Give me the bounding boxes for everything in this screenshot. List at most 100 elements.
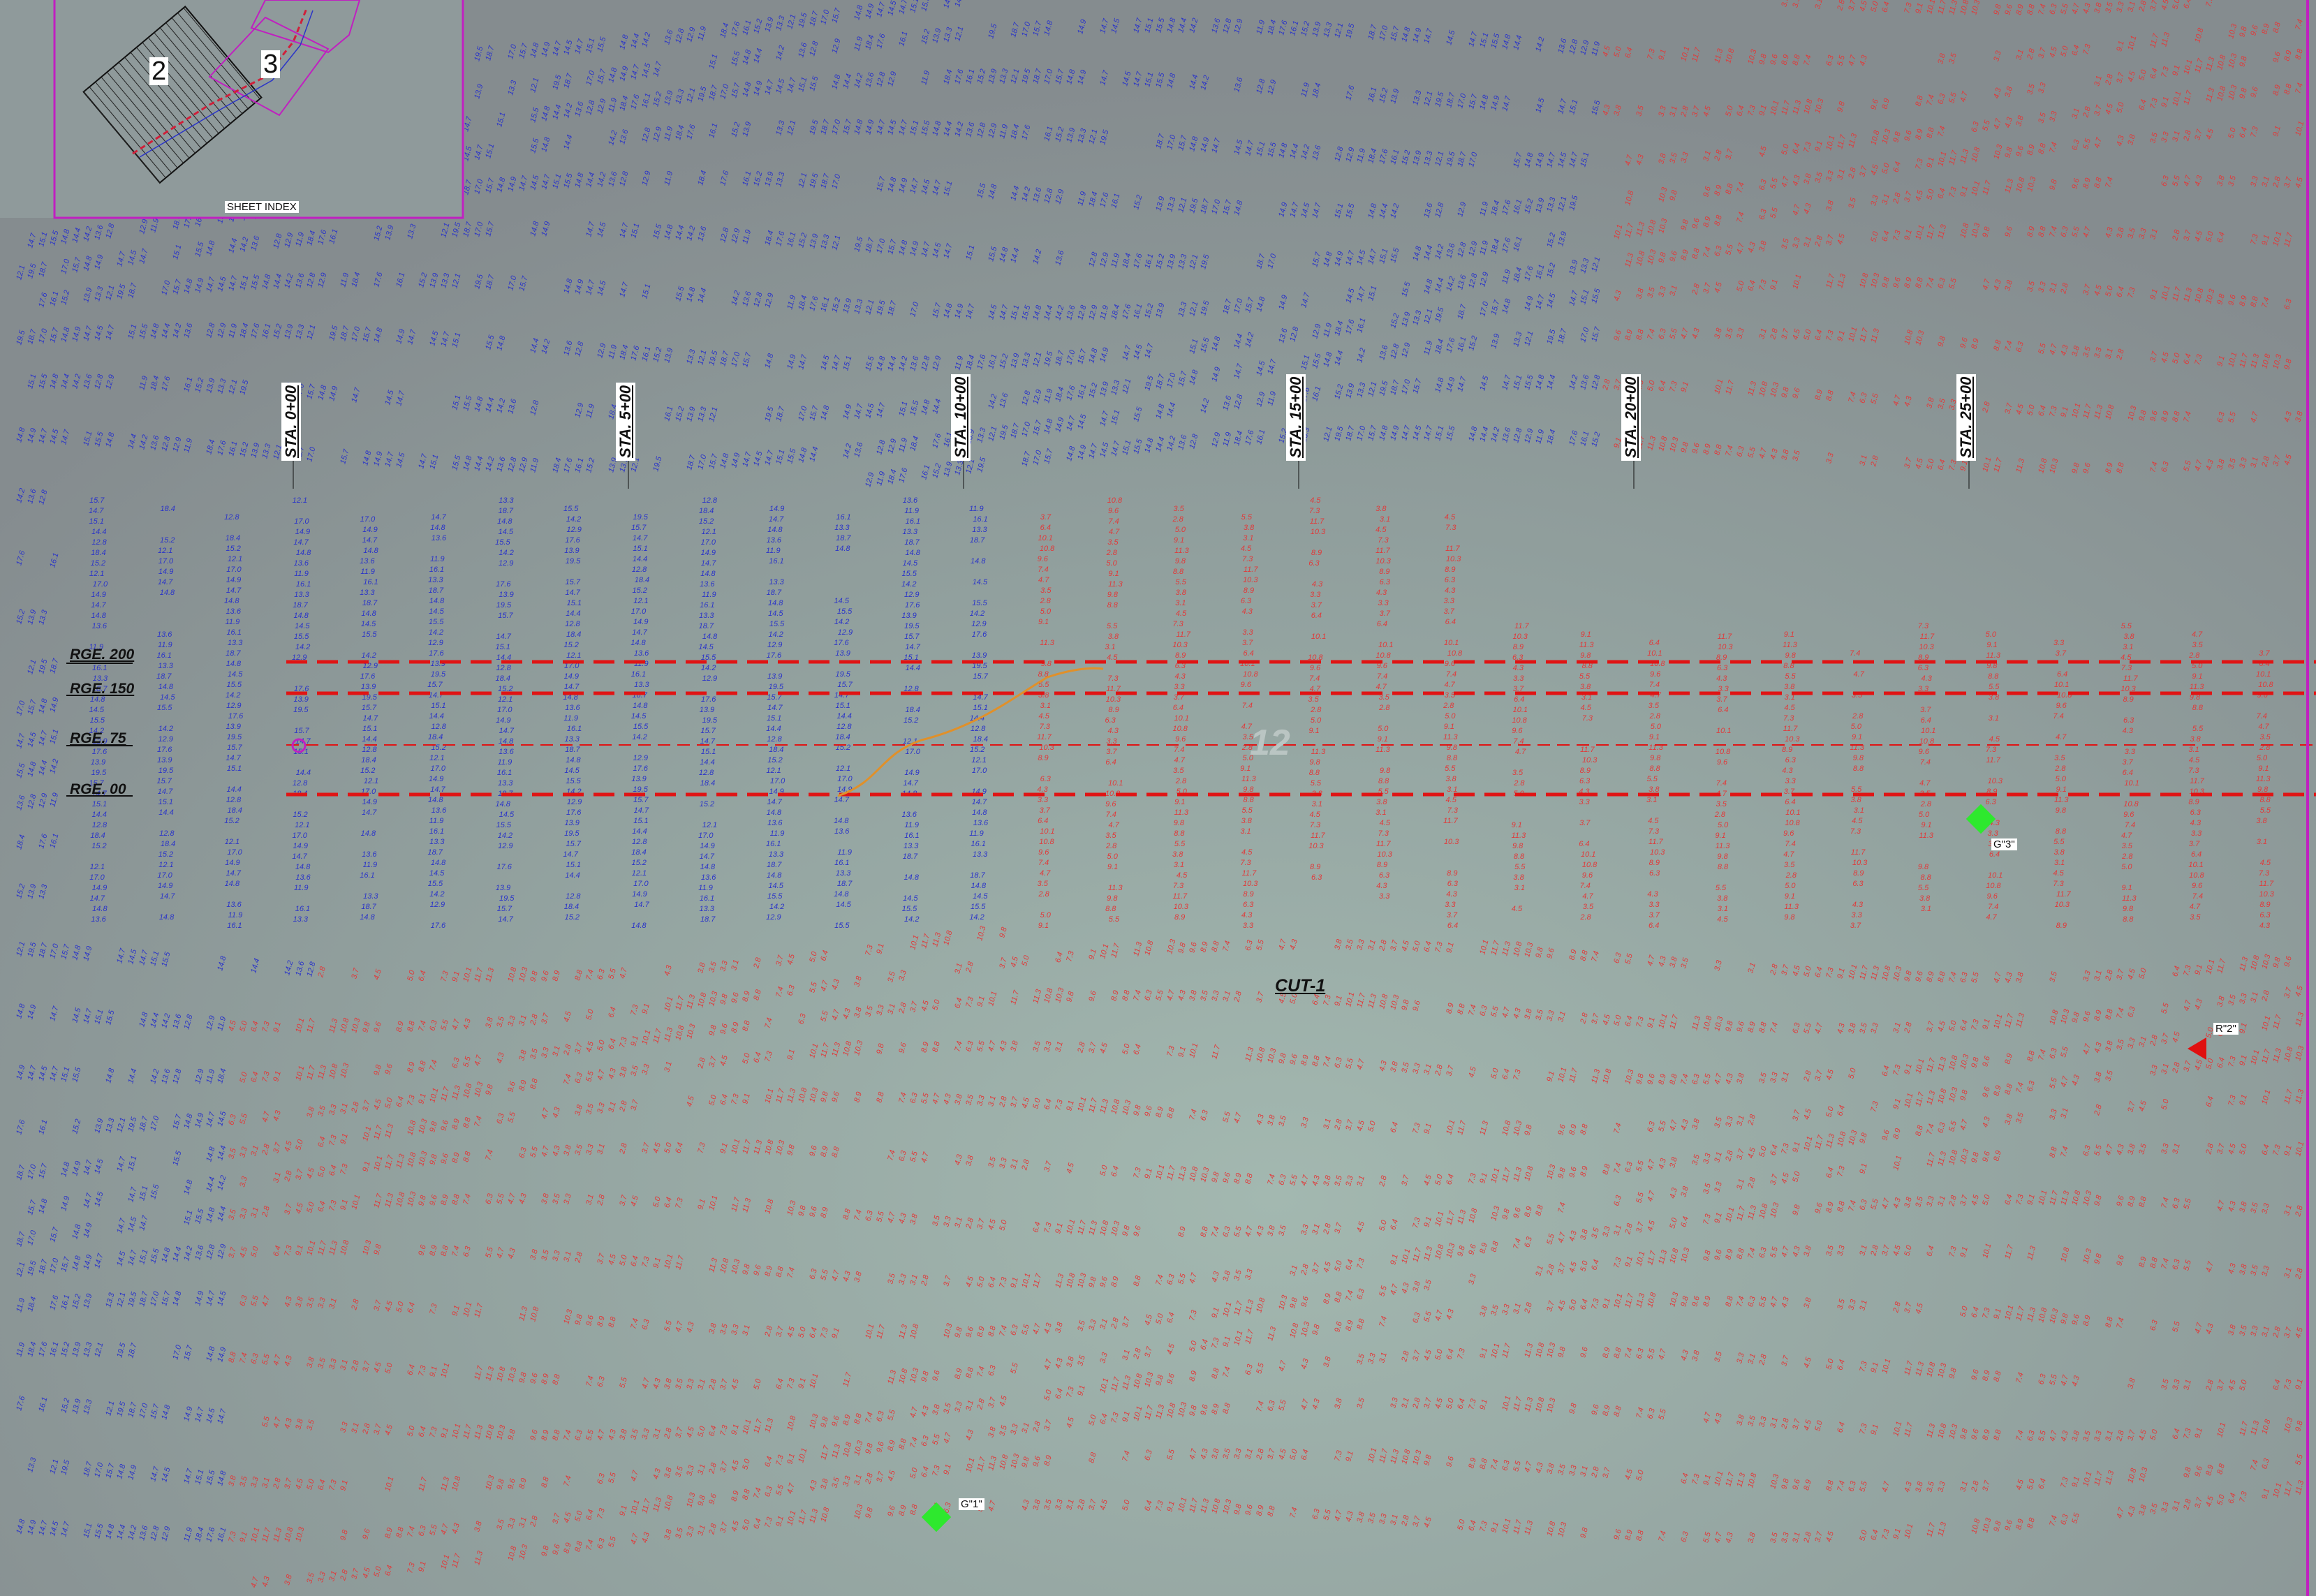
sounding-value: 14.4	[551, 104, 563, 121]
channel-sounding: 9.8	[1309, 758, 1320, 767]
sounding-value: 17.0	[350, 325, 362, 343]
sounding-value: 3.3	[2048, 110, 2059, 123]
sounding-value: 14.7	[1500, 95, 1512, 112]
range-label-75: RGE. 75	[70, 730, 126, 747]
channel-sounding: 16.1	[906, 517, 920, 526]
channel-sounding: 15.1	[158, 798, 173, 806]
sounding-value: 11.9	[741, 229, 753, 245]
channel-sounding: 17.6	[92, 748, 108, 756]
channel-sounding: 14.7	[564, 683, 580, 691]
channel-sounding: 4.7	[1174, 756, 1186, 764]
channel-sounding: 7.3	[2259, 869, 2270, 878]
sounding-value: 14.9	[394, 328, 406, 345]
sounding-value: 3.3	[2037, 281, 2048, 294]
sounding-value: 15.1	[964, 244, 976, 261]
sounding-value: 15.5	[730, 50, 742, 67]
sounding-value: 14.8	[260, 273, 272, 290]
channel-sounding: 10.3	[1444, 838, 1459, 846]
channel-sounding: 2.8	[1443, 702, 1454, 710]
sounding-value: 12.1	[1422, 308, 1434, 325]
channel-sounding: 3.3	[1579, 798, 1591, 806]
channel-sounding: 14.7	[158, 788, 173, 796]
sounding-value: 3.7	[1702, 281, 1713, 295]
channel-sounding: 15.5	[227, 681, 242, 689]
sounding-value: 15.1	[1255, 140, 1267, 157]
channel-sounding: 13.6	[294, 559, 309, 568]
sounding-value: 3.8	[2014, 114, 2026, 128]
sounding-value: 11.7	[1824, 272, 1836, 289]
sounding-value: 5.0	[1802, 328, 1813, 341]
sounding-value: 11.7	[2081, 403, 2093, 420]
channel-sounding: 14.8	[971, 882, 987, 890]
channel-sounding: 19.5	[431, 670, 446, 679]
sounding-value: 15.1	[238, 274, 250, 291]
sounding-value: 14.4	[1009, 185, 1021, 202]
sounding-value: 18.4	[1121, 252, 1133, 269]
sounding-value: 13.9	[1098, 380, 1110, 397]
channel-sounding: 9.8	[1512, 842, 1524, 850]
sounding-value: 15.2	[1523, 198, 1535, 214]
sounding-value: 14.9	[953, 303, 965, 320]
sounding-value: 10.1	[1824, 135, 1836, 152]
sounding-value: 17.0	[1467, 151, 1479, 168]
sounding-value: 17.0	[1579, 326, 1591, 343]
sounding-value: 3.3	[2160, 131, 2171, 144]
channel-sounding: 13.9	[496, 884, 510, 892]
sounding-value: 15.2	[931, 462, 943, 479]
channel-sounding: 14.8	[633, 702, 648, 710]
sounding-value: 14.2	[1188, 17, 1200, 34]
channel-sounding: 9.6	[1650, 670, 1661, 679]
sounding-value: 15.5	[138, 323, 149, 340]
station-label-15: STA. 15+00	[1286, 374, 1306, 461]
sounding-value: 15.7	[1489, 299, 1501, 316]
channel-sounding: 15.2	[91, 559, 105, 568]
sounding-value: 19.5	[1433, 91, 1445, 108]
sounding-value: 13.6	[1277, 327, 1289, 344]
sounding-value: 18.7	[1154, 373, 1166, 390]
sounding-value: 13.9	[1154, 195, 1166, 212]
sounding-value: 14.7	[551, 40, 563, 57]
sounding-value: 4.5	[2126, 70, 2137, 83]
sounding-value: 3.7	[2115, 71, 2126, 84]
sounding-value: 13.3	[1322, 21, 1334, 38]
station-label-25: STA. 25+00	[1956, 374, 1976, 461]
sounding-value: 14.4	[886, 355, 898, 372]
sounding-value: 6.4	[1791, 142, 1802, 155]
channel-sounding: 6.3	[1241, 597, 1252, 605]
sounding-value: 14.2	[138, 434, 149, 450]
channel-sounding: 12.8	[767, 735, 782, 744]
sounding-value: 13.6	[82, 373, 94, 390]
sounding-value: 14.7	[59, 429, 71, 446]
sounding-value: 6.3	[2215, 411, 2227, 424]
sounding-value: 14.2	[1568, 374, 1579, 391]
channel-sounding: 14.4	[836, 712, 851, 721]
sounding-value: 4.5	[1914, 189, 1925, 202]
sounding-value: 13.9	[1556, 230, 1568, 247]
channel-sounding: 7.3	[1986, 746, 1997, 754]
sounding-value: 10.1	[2171, 91, 2183, 108]
channel-sounding: 4.3	[1513, 664, 1524, 672]
sounding-value: 3.7	[1780, 327, 1791, 341]
channel-sounding: 16.1	[700, 601, 714, 609]
sounding-value: 13.9	[763, 16, 775, 33]
channel-sounding: 13.9	[972, 651, 987, 660]
channel-sounding: 11.7	[1443, 817, 1458, 825]
sounding-value: 13.9	[1400, 311, 1412, 328]
channel-sounding: 7.4	[1108, 517, 1119, 526]
channel-sounding: 3.5	[2190, 913, 2201, 922]
channel-sounding: 14.8	[971, 557, 986, 566]
sounding-value: 6.3	[1757, 178, 1769, 191]
sounding-value: 4.7	[1891, 394, 1903, 407]
channel-sounding: 12.8	[632, 566, 647, 574]
sounding-value: 12.1	[1556, 195, 1568, 212]
sounding-value: 6.4	[1735, 105, 1746, 117]
sounding-value: 14.7	[853, 403, 864, 420]
sounding-value: 12.8	[272, 232, 283, 250]
channel-sounding: 14.7	[91, 601, 106, 609]
channel-sounding: 4.5	[1648, 817, 1659, 825]
sounding-value: 19.5	[1378, 380, 1389, 397]
sounding-value: 17.0	[730, 350, 742, 368]
sounding-value: 14.7	[540, 173, 552, 191]
channel-sounding: 3.1	[1375, 808, 1386, 817]
